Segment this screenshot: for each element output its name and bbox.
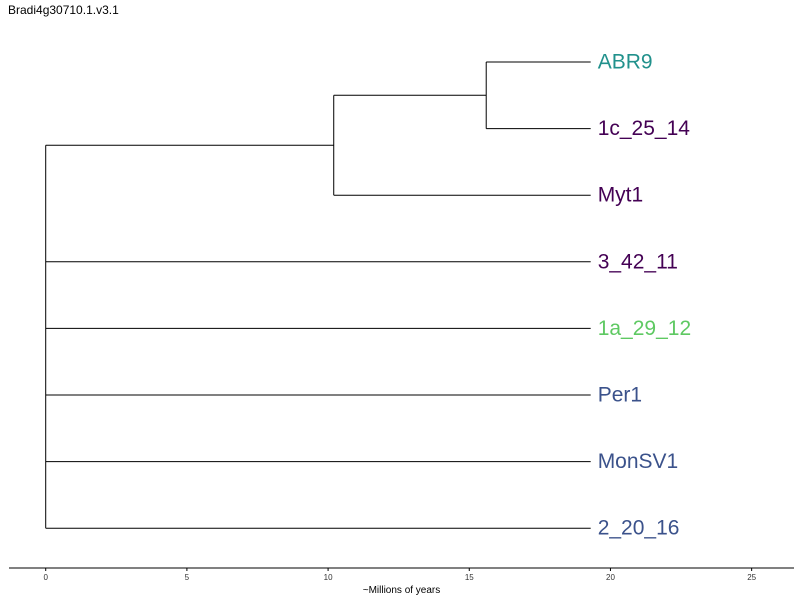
x-axis-title: ~Millions of years (363, 585, 441, 596)
tip-label-3_42_11: 3_42_11 (598, 250, 678, 273)
x-tick-label-5: 5 (185, 573, 190, 582)
tip-label-MonSV1: MonSV1 (598, 450, 679, 473)
tip-label-Per1: Per1 (598, 384, 642, 407)
tip-label-1c_25_14: 1c_25_14 (598, 117, 691, 140)
tip-label-1a_29_12: 1a_29_12 (598, 317, 691, 340)
x-tick-label-25: 25 (747, 573, 756, 582)
tip-label-2_20_16: 2_20_16 (598, 517, 680, 540)
tree-title: Bradi4g30710.1.v3.1 (8, 3, 119, 17)
tip-label-Myt1: Myt1 (598, 184, 644, 207)
x-tick-label-10: 10 (324, 573, 333, 582)
x-tick-label-20: 20 (606, 573, 615, 582)
tip-label-ABR9: ABR9 (598, 51, 653, 74)
x-tick-label-15: 15 (465, 573, 474, 582)
x-tick-label-0: 0 (43, 573, 48, 582)
